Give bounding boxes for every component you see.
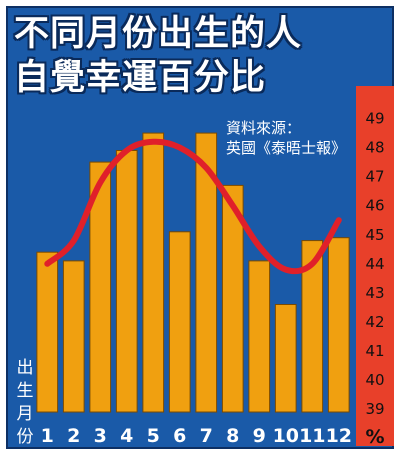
bar-month-9 [248,260,271,413]
x-tick-label: 3 [94,425,107,447]
title-line-1: 不同月份出生的人 [14,14,303,54]
x-tick-label: 7 [200,425,213,447]
bar-month-3 [89,161,112,413]
unit-label: % [365,426,384,448]
x-tick-label: 2 [67,425,80,447]
y-tick-label: 40 [365,371,384,389]
y-tick-labels: 39 40 41 42 43 44 45 46 47 48 49 [365,110,384,419]
x-tick-label: 1 [41,425,54,447]
y-tick-label: 47 [365,168,384,186]
bar-month-12 [327,237,350,413]
x-tick-label: 8 [226,425,239,447]
y-tick-label: 46 [365,197,384,215]
bar-month-11 [301,240,324,413]
y-tick-label: 49 [365,110,384,128]
bar-month-4 [115,150,138,413]
y-axis-band [356,86,394,446]
y-tick-label: 48 [365,139,384,157]
bar-month-6 [168,231,191,413]
trend-curve [44,138,342,275]
y-tick-label: 39 [365,400,384,418]
x-tick-label: 10 [273,425,299,447]
x-tick-label: 12 [326,425,352,447]
bars-group [36,132,350,413]
x-axis-title-char-3: 月 [16,404,34,424]
bar-month-2 [62,260,85,413]
x-tick-label: 6 [173,425,186,447]
bar-month-10 [274,304,297,413]
x-tick-label: 4 [120,425,133,447]
x-axis-title-char-4: 份 [16,427,34,447]
source-label: 資料來源： [226,119,302,137]
source-name: 英國《泰晤士報》 [226,139,347,157]
bar-month-5 [142,132,165,413]
x-axis-title-char-1: 出 [16,358,34,378]
bar-month-7 [195,132,218,413]
y-tick-label: 41 [365,342,384,360]
x-axis-title-char-2: 生 [16,381,34,401]
bar-month-8 [221,184,244,413]
y-tick-label: 42 [365,313,384,331]
x-tick-label: 9 [253,425,266,447]
x-tick-label: 5 [147,425,160,447]
x-tick-labels: 1 2 3 4 5 6 7 8 9 10 11 12 [41,425,352,447]
y-tick-label: 44 [365,255,384,273]
bar-month-1 [36,251,59,413]
y-tick-label: 45 [365,226,384,244]
title-line-2: 自覺幸運百分比 [14,58,267,98]
x-tick-label: 11 [299,425,325,447]
y-tick-label: 43 [365,284,384,302]
